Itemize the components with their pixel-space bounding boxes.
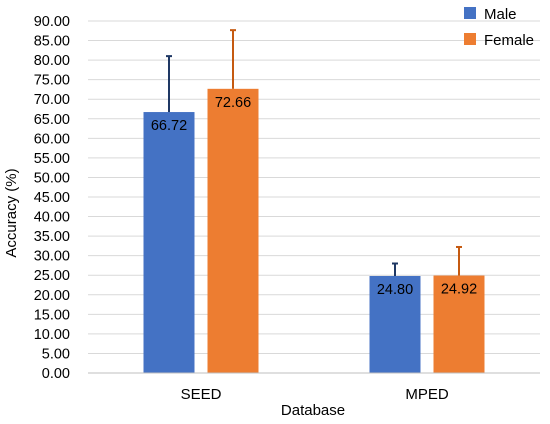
y-tick-label: 60.00 bbox=[34, 131, 70, 147]
y-tick-label: 45.00 bbox=[34, 190, 70, 206]
bar bbox=[143, 112, 195, 374]
y-tick-label: 5.00 bbox=[42, 346, 70, 362]
legend-swatch bbox=[464, 33, 476, 45]
y-tick-label: 75.00 bbox=[34, 73, 70, 89]
y-tick-label: 65.00 bbox=[34, 112, 70, 128]
y-tick-label: 85.00 bbox=[34, 34, 70, 50]
bars bbox=[143, 88, 485, 374]
legend-label: Female bbox=[484, 32, 534, 49]
y-tick-label: 15.00 bbox=[34, 307, 70, 323]
legend-label: Male bbox=[484, 6, 517, 23]
data-labels: 66.72 72.66 24.80 24.92 bbox=[151, 95, 477, 298]
y-axis-title: Accuracy (%) bbox=[3, 168, 20, 257]
x-tick-label: MPED bbox=[405, 386, 449, 403]
data-label: 66.72 bbox=[151, 118, 187, 134]
legend: Male Female bbox=[464, 6, 534, 49]
y-tick-label: 0.00 bbox=[42, 366, 70, 382]
x-tick-label: SEED bbox=[181, 386, 222, 403]
y-tick-label: 10.00 bbox=[34, 327, 70, 343]
y-tick-label: 25.00 bbox=[34, 268, 70, 284]
y-tick-label: 30.00 bbox=[34, 249, 70, 265]
x-axis-ticks: SEED MPED bbox=[181, 386, 449, 403]
bar bbox=[369, 276, 421, 373]
y-tick-label: 40.00 bbox=[34, 210, 70, 226]
y-tick-label: 55.00 bbox=[34, 151, 70, 167]
error-bars bbox=[166, 29, 462, 277]
y-tick-label: 90.00 bbox=[34, 14, 70, 30]
y-tick-label: 70.00 bbox=[34, 92, 70, 108]
x-axis-title: Database bbox=[281, 402, 345, 419]
y-tick-label: 20.00 bbox=[34, 288, 70, 304]
y-tick-label: 80.00 bbox=[34, 53, 70, 69]
data-label: 72.66 bbox=[215, 95, 251, 111]
data-label: 24.92 bbox=[441, 282, 477, 298]
data-label: 24.80 bbox=[377, 282, 413, 298]
y-tick-label: 35.00 bbox=[34, 229, 70, 245]
bar bbox=[433, 275, 485, 373]
y-tick-label: 50.00 bbox=[34, 170, 70, 186]
legend-swatch bbox=[464, 7, 476, 19]
bar bbox=[207, 88, 259, 373]
y-axis-ticks: 0.00 5.00 10.00 15.00 20.00 25.00 30.00 35.00 40… bbox=[34, 14, 70, 382]
